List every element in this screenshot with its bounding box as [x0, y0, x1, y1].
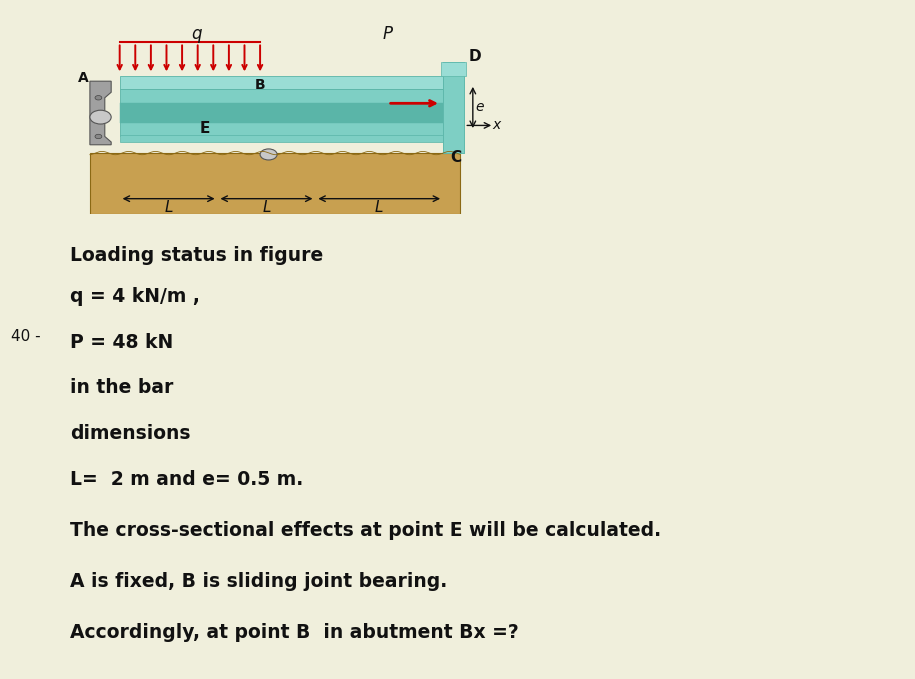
Polygon shape [443, 62, 464, 153]
Polygon shape [120, 90, 443, 136]
Text: B: B [254, 78, 265, 92]
Text: x: x [492, 118, 501, 132]
Text: L: L [375, 200, 383, 215]
Text: q: q [191, 25, 201, 43]
Text: q = 4 kN/m ,: q = 4 kN/m , [70, 287, 200, 306]
Text: Loading status in figure: Loading status in figure [70, 246, 324, 265]
Text: Accordingly, at point B  in abutment Bx =?: Accordingly, at point B in abutment Bx =… [70, 623, 519, 642]
Text: A: A [78, 71, 89, 86]
Polygon shape [120, 135, 443, 142]
Text: P = 48 kN: P = 48 kN [70, 333, 174, 352]
Circle shape [95, 96, 102, 100]
Polygon shape [120, 75, 443, 90]
Text: L: L [165, 200, 173, 215]
Text: D: D [468, 49, 481, 64]
Text: L=  2 m and e= 0.5 m.: L= 2 m and e= 0.5 m. [70, 470, 304, 489]
Polygon shape [441, 62, 467, 75]
Text: dimensions: dimensions [70, 424, 191, 443]
Polygon shape [90, 153, 460, 214]
Circle shape [90, 110, 112, 124]
Text: C: C [450, 149, 461, 165]
Text: L: L [263, 200, 271, 215]
Text: e: e [475, 100, 483, 115]
Text: The cross-sectional effects at point E will be calculated.: The cross-sectional effects at point E w… [70, 521, 662, 540]
Polygon shape [120, 103, 443, 123]
Text: A is fixed, B is sliding joint bearing.: A is fixed, B is sliding joint bearing. [70, 572, 447, 591]
Polygon shape [90, 81, 112, 145]
Circle shape [95, 134, 102, 139]
Text: P: P [382, 25, 393, 43]
Text: 40 -: 40 - [11, 329, 40, 344]
Text: E: E [199, 121, 210, 136]
Circle shape [260, 149, 277, 160]
Text: in the bar: in the bar [70, 378, 174, 397]
Polygon shape [443, 62, 464, 153]
